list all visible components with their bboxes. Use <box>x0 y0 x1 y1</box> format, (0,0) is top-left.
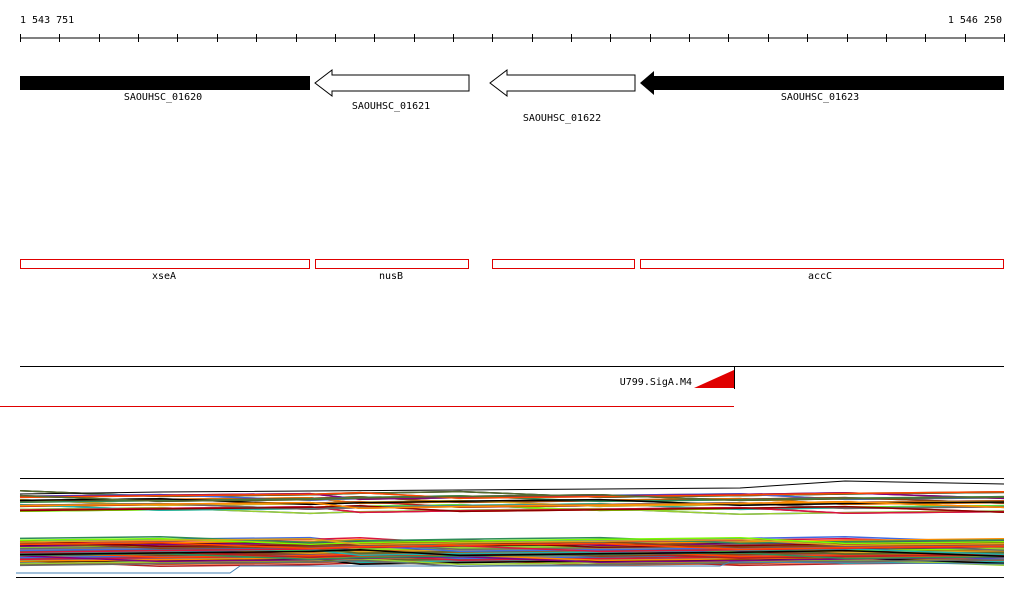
feature-box <box>640 259 1004 269</box>
feature-label: accC <box>808 271 832 282</box>
expression-trace <box>19 491 1005 499</box>
ruler-end: 1 546 250 <box>948 15 1002 26</box>
feature-box <box>20 259 310 269</box>
motif-label: U799.SigA.M4 <box>620 377 692 388</box>
expression-trace <box>19 501 1005 509</box>
expression-trace <box>19 549 1005 557</box>
ruler: 1 543 751 1 546 250 <box>20 15 1005 42</box>
expression-trace <box>16 561 1005 574</box>
gene <box>314 68 470 98</box>
feature-label: nusB <box>379 271 403 282</box>
expression-trace <box>19 480 1005 495</box>
gene-track: SAOUHSC_01620 SAOUHSC_01621 SAOUHSC_0162… <box>20 68 1004 124</box>
gene <box>489 68 636 98</box>
feature-box <box>315 259 469 269</box>
gene-label: SAOUHSC_01620 <box>124 92 202 103</box>
feature-track <box>20 259 1004 269</box>
expression-trace <box>19 494 1005 502</box>
motif-track: U799.SigA.M4 <box>0 366 1004 407</box>
motif-mark <box>694 370 734 388</box>
expression-trace <box>19 538 1005 546</box>
ruler-start: 1 543 751 <box>20 15 74 26</box>
expression-trace <box>19 505 1005 513</box>
gene <box>640 71 1004 95</box>
feature-label: xseA <box>152 271 176 282</box>
expression-trace <box>19 542 1005 550</box>
gene-label: SAOUHSC_01621 <box>352 101 430 112</box>
expression-track <box>16 478 1005 578</box>
gene-label: SAOUHSC_01622 <box>523 113 601 124</box>
gene <box>20 76 310 90</box>
gene-label: SAOUHSC_01623 <box>781 92 859 103</box>
feature-box <box>492 259 635 269</box>
ruler-ticks <box>20 34 1005 42</box>
